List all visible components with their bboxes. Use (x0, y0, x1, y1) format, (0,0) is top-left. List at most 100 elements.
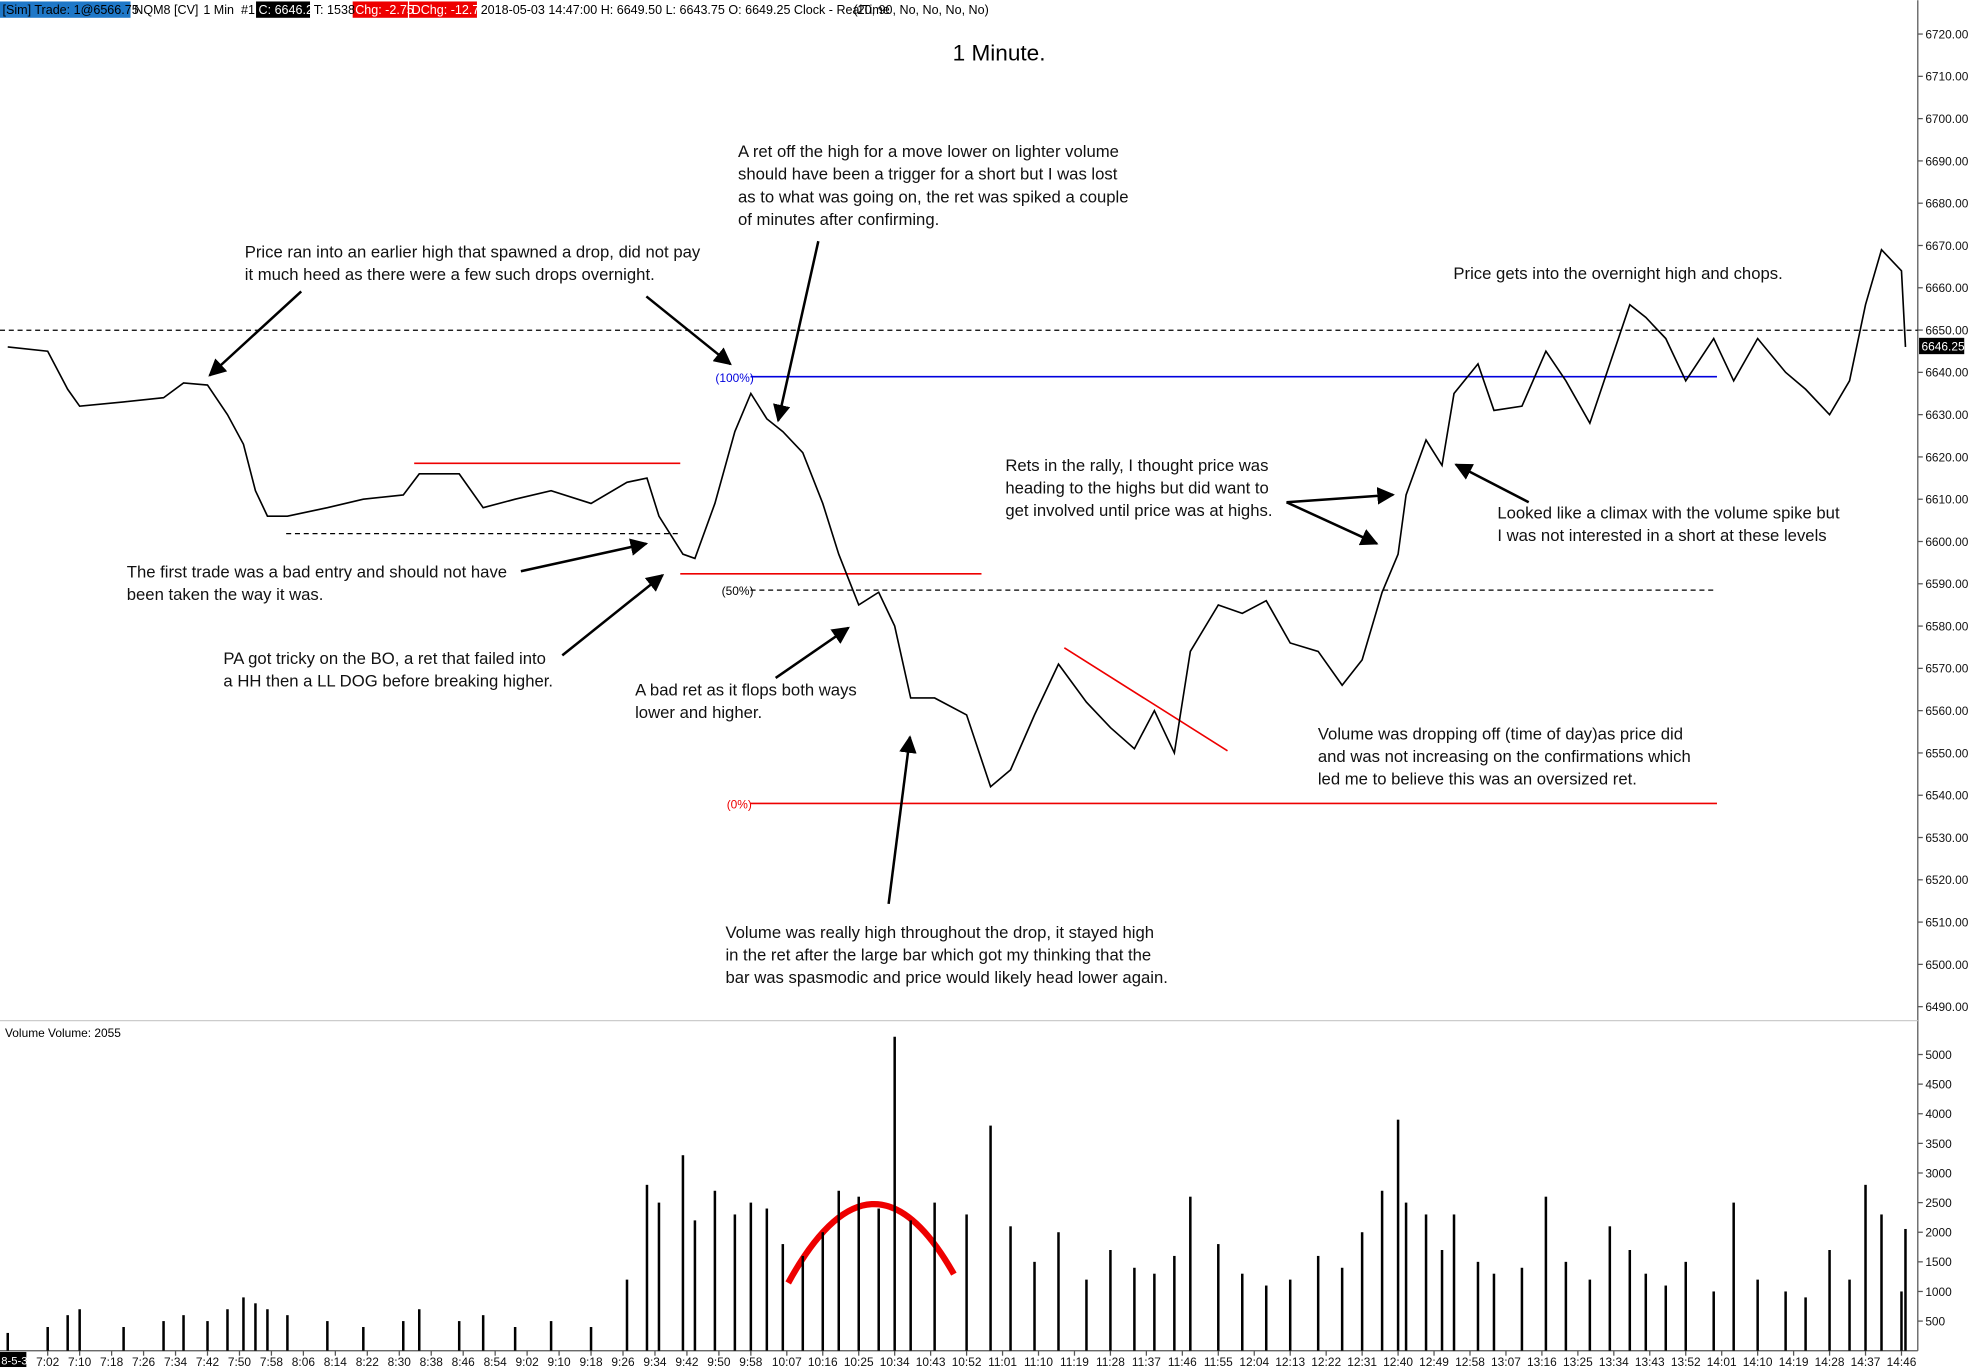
y-tick-label: 1500 (1925, 1255, 1952, 1269)
volume-bar (1900, 1291, 1903, 1351)
volume-bar (1189, 1196, 1192, 1351)
y-tick-label: 1000 (1925, 1285, 1952, 1299)
x-tick-label: 9:58 (739, 1355, 763, 1369)
y-tick-label: 500 (1925, 1314, 1945, 1328)
y-tick-label: 6650.00 (1925, 323, 1968, 337)
y-tick-label: 3000 (1925, 1166, 1952, 1180)
y-tick-label: 6550.00 (1925, 746, 1968, 760)
chg: Chg: -2.75 (355, 3, 414, 17)
volume-bar (1608, 1226, 1612, 1351)
volume-bar (6, 1332, 9, 1351)
volume-bar (837, 1190, 841, 1351)
x-tick-label: 12:04 (1239, 1355, 1269, 1369)
volume-bar (1756, 1279, 1759, 1351)
volume-bar (1564, 1261, 1568, 1351)
volume-bar (1033, 1261, 1036, 1351)
volume-bar (46, 1327, 49, 1351)
y-tick-label: 6620.00 (1925, 450, 1968, 464)
x-tick-label: 8:54 (484, 1355, 508, 1369)
volume-bar (989, 1125, 992, 1351)
x-tick-label: 12:49 (1419, 1355, 1449, 1369)
volume-bar (1316, 1255, 1320, 1351)
x-tick-label: 12:13 (1275, 1355, 1305, 1369)
close-badge (256, 1, 311, 18)
volume-bar (1544, 1196, 1548, 1351)
y-tick-label: 6670.00 (1925, 239, 1968, 253)
volume-bar (1732, 1202, 1735, 1351)
volume-bar (1380, 1190, 1384, 1351)
x-tick-label: 7:26 (132, 1355, 156, 1369)
arrow (1454, 463, 1530, 504)
x-tick-label: 7:50 (228, 1355, 252, 1369)
x-tick-label: 14:37 (1851, 1355, 1881, 1369)
volume-bar (589, 1327, 593, 1351)
volume-bar (765, 1208, 769, 1351)
x-tick-label: 13:16 (1527, 1355, 1557, 1369)
x-tick-label: 11:46 (1168, 1355, 1197, 1369)
volume-bar (733, 1214, 737, 1351)
x-tick-label: 8:46 (452, 1355, 476, 1369)
volume-bar (1288, 1279, 1292, 1351)
info: 2018-05-03 14:47:00 H: 6649.50 L: 6643.7… (481, 3, 890, 17)
x-tick-label: 8:38 (420, 1355, 444, 1369)
annotation: Volume was dropping off (time of day)as … (1318, 724, 1683, 743)
annotation: and was not increasing on the confirmati… (1318, 747, 1691, 766)
x-tick-label: 13:34 (1599, 1355, 1629, 1369)
x-tick-label: 13:25 (1563, 1355, 1593, 1369)
volume-bar (749, 1202, 753, 1351)
y-tick-label: 6520.00 (1925, 873, 1968, 887)
dchg-badge (409, 1, 477, 18)
volume-bar (801, 1255, 805, 1351)
volume-bar (781, 1244, 785, 1351)
volume-bar (1712, 1291, 1715, 1351)
volume-bar (1804, 1297, 1807, 1351)
volume-bar (1153, 1273, 1156, 1351)
x-tick-label: 10:52 (952, 1355, 982, 1369)
volume-bar (417, 1309, 421, 1351)
y-tick-label: 6600.00 (1925, 535, 1968, 549)
x-tick-label: 12:58 (1455, 1355, 1485, 1369)
annotation: Looked like a climax with the volume spi… (1497, 504, 1840, 523)
annotation: it much heed as there were a few such dr… (245, 265, 655, 284)
y-tick-label: 3500 (1925, 1137, 1952, 1151)
ticks: T: 1538 (314, 3, 355, 17)
annotation: A bad ret as it flops both ways (635, 681, 857, 700)
y-tick-label: 6640.00 (1925, 366, 1968, 380)
instrument: NQM8 [CV] (134, 3, 198, 17)
arrow (1286, 487, 1395, 505)
volume-bar (1085, 1279, 1088, 1351)
volume-bar (965, 1214, 968, 1351)
y-tick-label: 6510.00 (1925, 915, 1968, 929)
x-tick-label: 14:10 (1743, 1355, 1773, 1369)
volume-bar (78, 1309, 81, 1351)
y-tick-label: 6710.00 (1925, 70, 1968, 84)
x-tick-label: 13:43 (1635, 1355, 1665, 1369)
x-tick-label: 14:28 (1815, 1355, 1845, 1369)
annotation: a HH then a LL DOG before breaking highe… (223, 672, 553, 691)
volume-bar (713, 1190, 717, 1351)
volume-bar (481, 1315, 485, 1351)
volume-bar (1828, 1250, 1831, 1351)
volume-title: Volume Volume: 2055 (5, 1026, 121, 1040)
y-tick-label: 6530.00 (1925, 831, 1968, 845)
x-tick-label: 13:07 (1491, 1355, 1521, 1369)
x-tick-label: 7:18 (100, 1355, 124, 1369)
x-tick-label: 8:30 (388, 1355, 412, 1369)
y-tick-label: 6580.00 (1925, 619, 1968, 633)
volume-bar (1424, 1214, 1428, 1351)
sim-badge (0, 1, 131, 18)
annotation: led me to believe this was an oversized … (1318, 770, 1637, 789)
x-tick-label: 7:42 (196, 1355, 220, 1369)
volume-bar (286, 1315, 289, 1351)
annotation: been taken the way it was. (127, 585, 324, 604)
y-tick-label: 2000 (1925, 1226, 1952, 1240)
volume-bar (625, 1279, 629, 1351)
x-tick-label: 7:34 (164, 1355, 188, 1369)
volume-bar (402, 1321, 405, 1351)
y-tick-label: 6590.00 (1925, 577, 1968, 591)
volume-bar (1217, 1244, 1220, 1351)
y-tick-label: 6630.00 (1925, 408, 1968, 422)
annotation: bar was spasmodic and price would likely… (725, 968, 1167, 987)
